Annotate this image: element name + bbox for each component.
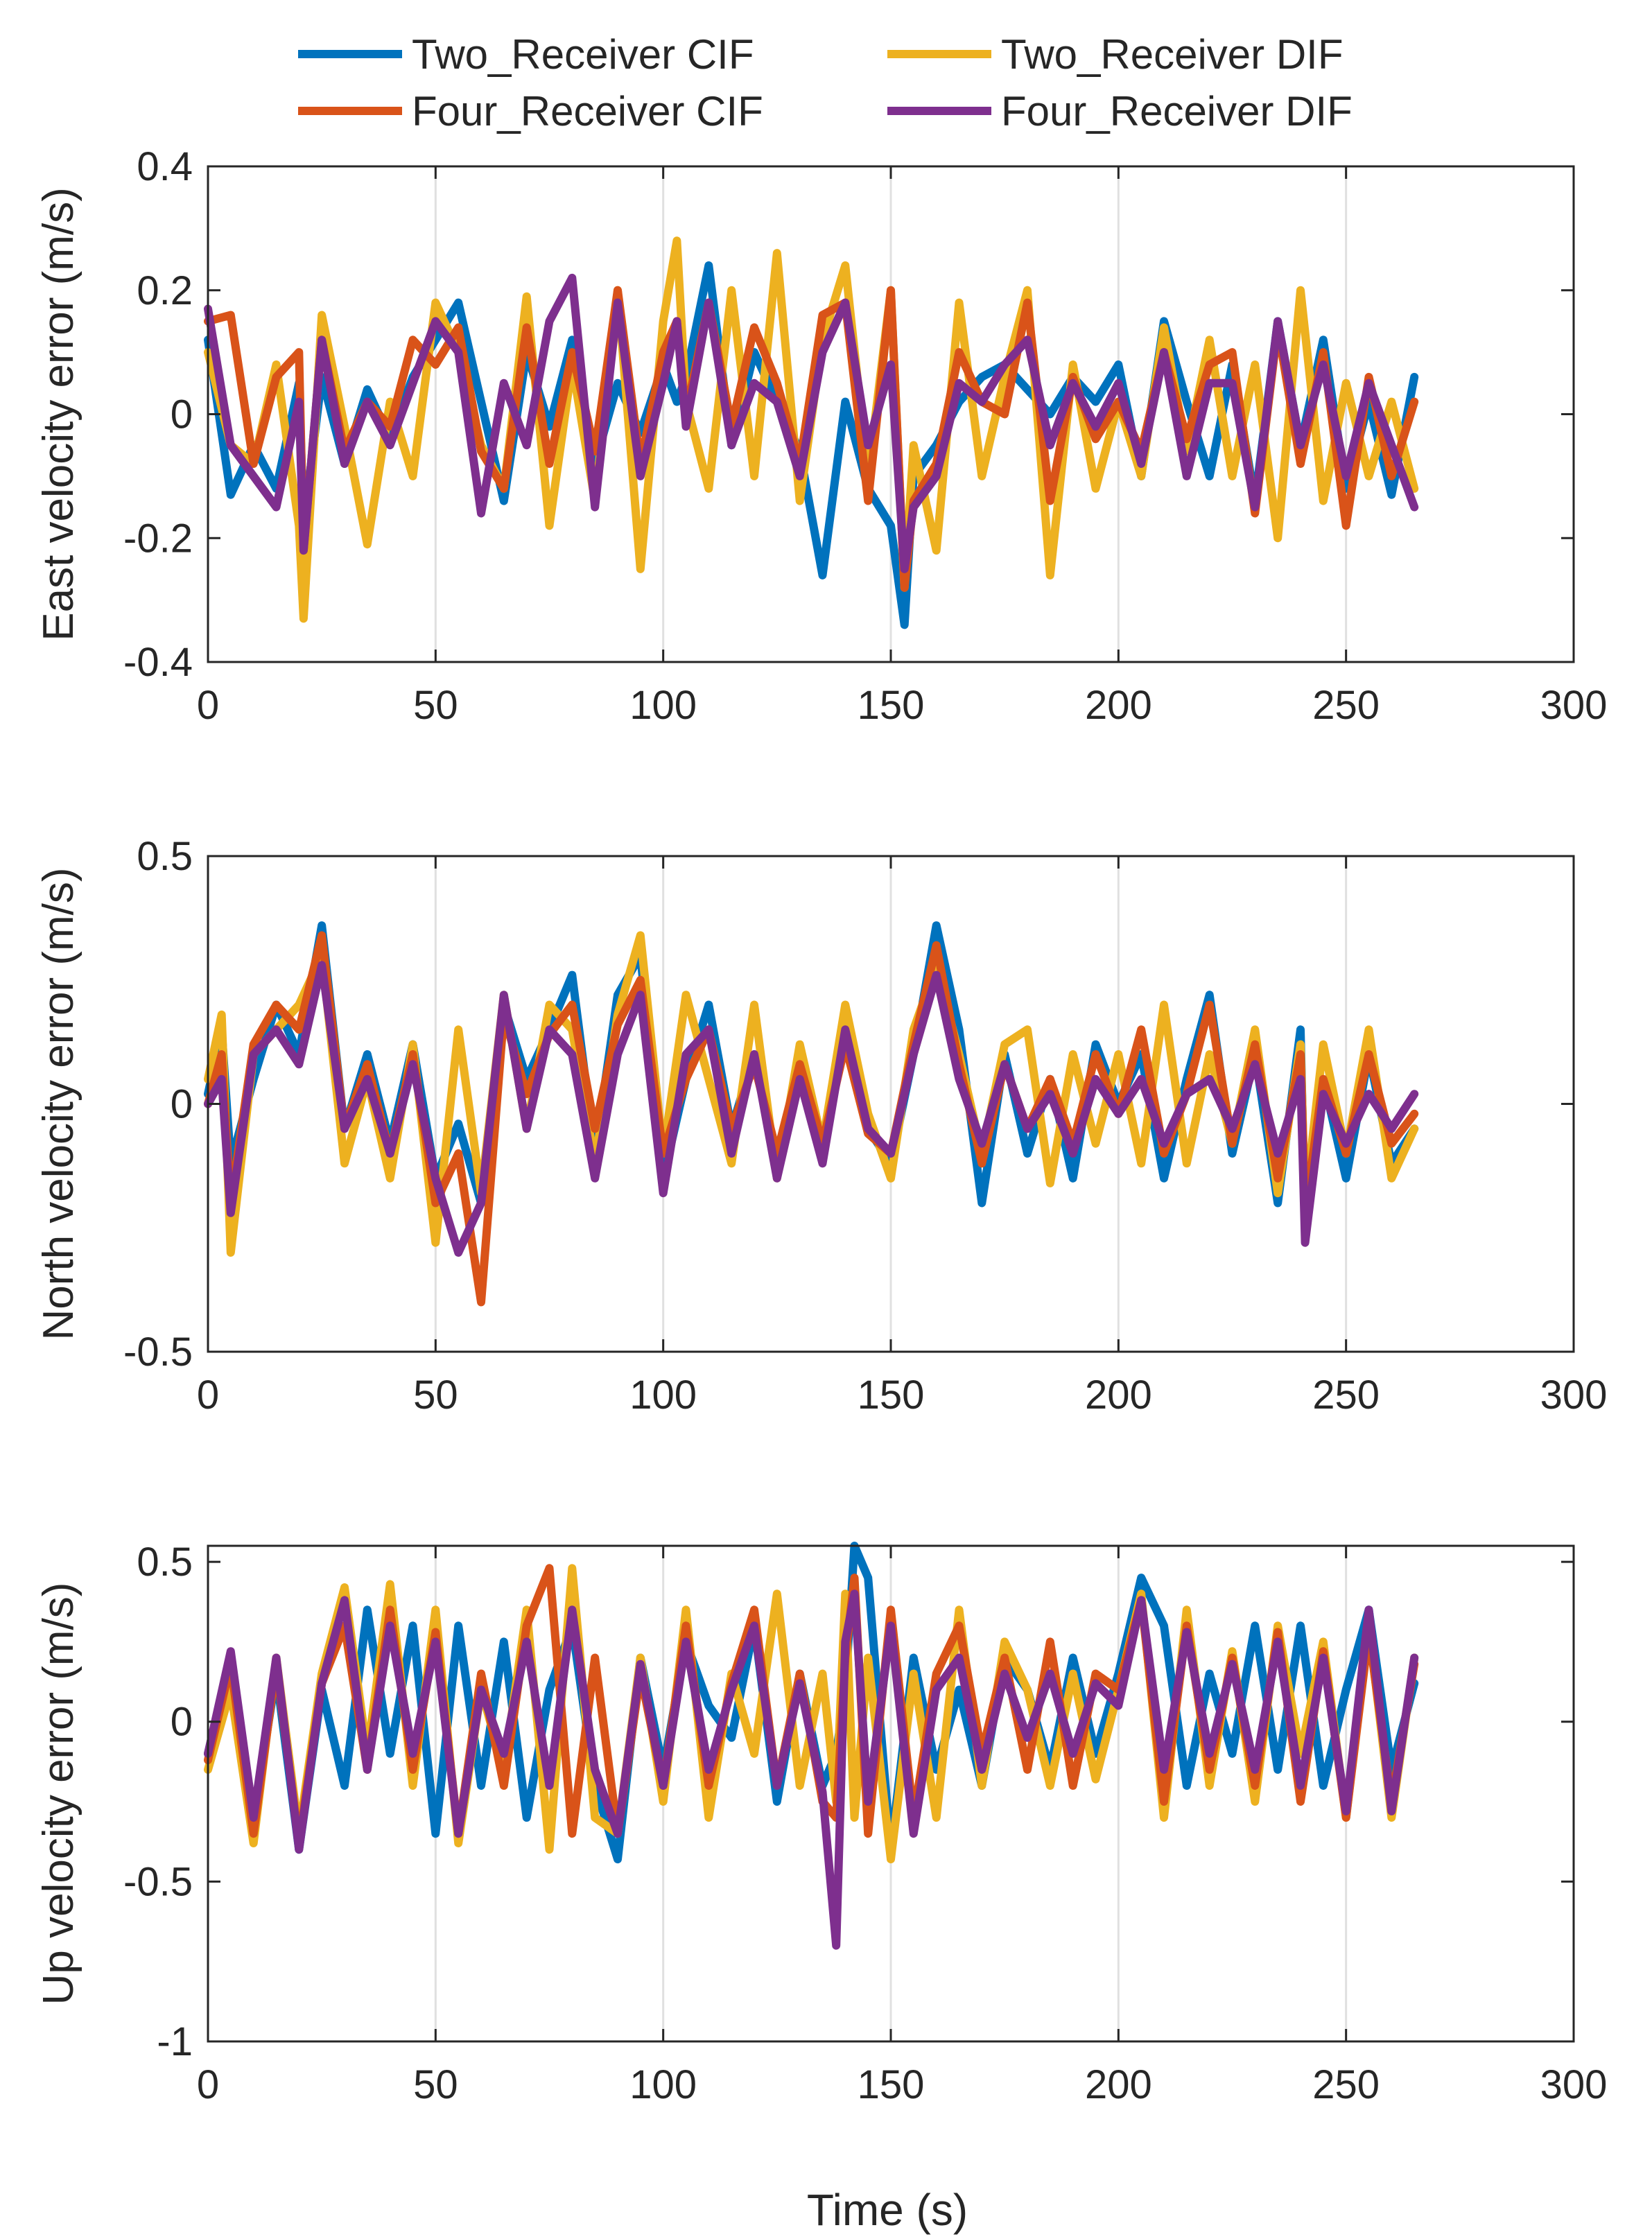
x-tick-label: 250 (1312, 1373, 1380, 1418)
legend-item-four-receiver-dif: Four_Receiver DIF (887, 83, 1353, 139)
legend-swatch-four-receiver-dif (887, 107, 991, 115)
subplot-up: 0 50 100 150 200 250 300 -1 -0.5 0 0.5 Up velocity … (35, 1540, 1607, 2107)
subplot-east: 0 50 100 150 200 250 300 -0.4 -0.2 0 0.2 0.4 East ve… (35, 144, 1607, 728)
x-tick-label: 100 (629, 683, 697, 728)
x-tick-label: 300 (1540, 2062, 1608, 2107)
y-tick-label: -0.5 (123, 1859, 193, 1904)
x-tick-label: 0 (197, 683, 219, 728)
series-line-four-receiver-dif (204, 273, 1419, 573)
x-tick-label: 200 (1085, 1373, 1152, 1418)
legend-swatch-two-receiver-dif (887, 50, 991, 58)
y-tick-label: -0.4 (123, 640, 193, 685)
y-tick-label: 0.4 (137, 144, 193, 189)
y-axis-label: North velocity error (m/s) (35, 867, 82, 1340)
series-line-four-receiver-dif (204, 961, 1419, 1257)
x-tick-label: 300 (1540, 1373, 1608, 1418)
x-tick-label: 50 (413, 683, 458, 728)
x-tick-label: 0 (197, 1373, 219, 1418)
x-tick-label: 200 (1085, 683, 1152, 728)
legend-swatch-two-receiver-cif (298, 50, 402, 58)
x-tick-label: 100 (629, 2062, 697, 2107)
legend-item-four-receiver-cif: Four_Receiver CIF (298, 83, 763, 139)
x-tick-label: 200 (1085, 2062, 1152, 2107)
y-axis-label: Up velocity error (m/s) (35, 1583, 82, 2005)
legend-label-two-receiver-dif: Two_Receiver DIF (1001, 31, 1344, 78)
series-line-four-receiver-dif (204, 1589, 1419, 1950)
x-axis-label: Time (s) (807, 2185, 968, 2235)
legend-item-two-receiver-cif: Two_Receiver CIF (298, 26, 754, 82)
series-line-four-receiver-cif (204, 1564, 1419, 1847)
y-tick-label: -0.5 (123, 1330, 193, 1375)
x-tick-label: 100 (629, 1373, 697, 1418)
legend-label-four-receiver-dif: Four_Receiver DIF (1001, 87, 1353, 134)
y-tick-label: 0 (171, 392, 193, 437)
legend: Two_Receiver CIF Two_Receiver DIF Four_R… (298, 26, 1477, 144)
legend-swatch-four-receiver-cif (298, 107, 402, 115)
legend-label-two-receiver-cif: Two_Receiver CIF (412, 31, 754, 78)
y-tick-label: 0.2 (137, 268, 193, 313)
x-tick-label: 50 (413, 1373, 458, 1418)
y-tick-label: 0 (171, 1082, 193, 1127)
x-tick-label: 50 (413, 2062, 458, 2107)
legend-item-two-receiver-dif: Two_Receiver DIF (887, 26, 1343, 82)
y-tick-label: 0.5 (137, 1540, 193, 1585)
y-tick-label: -0.2 (123, 516, 193, 561)
x-tick-label: 150 (858, 683, 925, 728)
y-axis-label: East velocity error (m/s) (35, 187, 82, 641)
x-tick-label: 150 (858, 2062, 925, 2107)
y-tick-label: 0 (171, 1700, 193, 1745)
x-tick-label: 250 (1312, 683, 1380, 728)
x-tick-label: 300 (1540, 683, 1608, 728)
y-tick-label: -1 (157, 2019, 193, 2064)
x-tick-label: 150 (858, 1373, 925, 1418)
x-tick-label: 0 (197, 2062, 219, 2107)
x-tick-label: 250 (1312, 2062, 1380, 2107)
legend-label-four-receiver-cif: Four_Receiver CIF (412, 87, 763, 134)
y-tick-label: 0.5 (137, 834, 193, 879)
